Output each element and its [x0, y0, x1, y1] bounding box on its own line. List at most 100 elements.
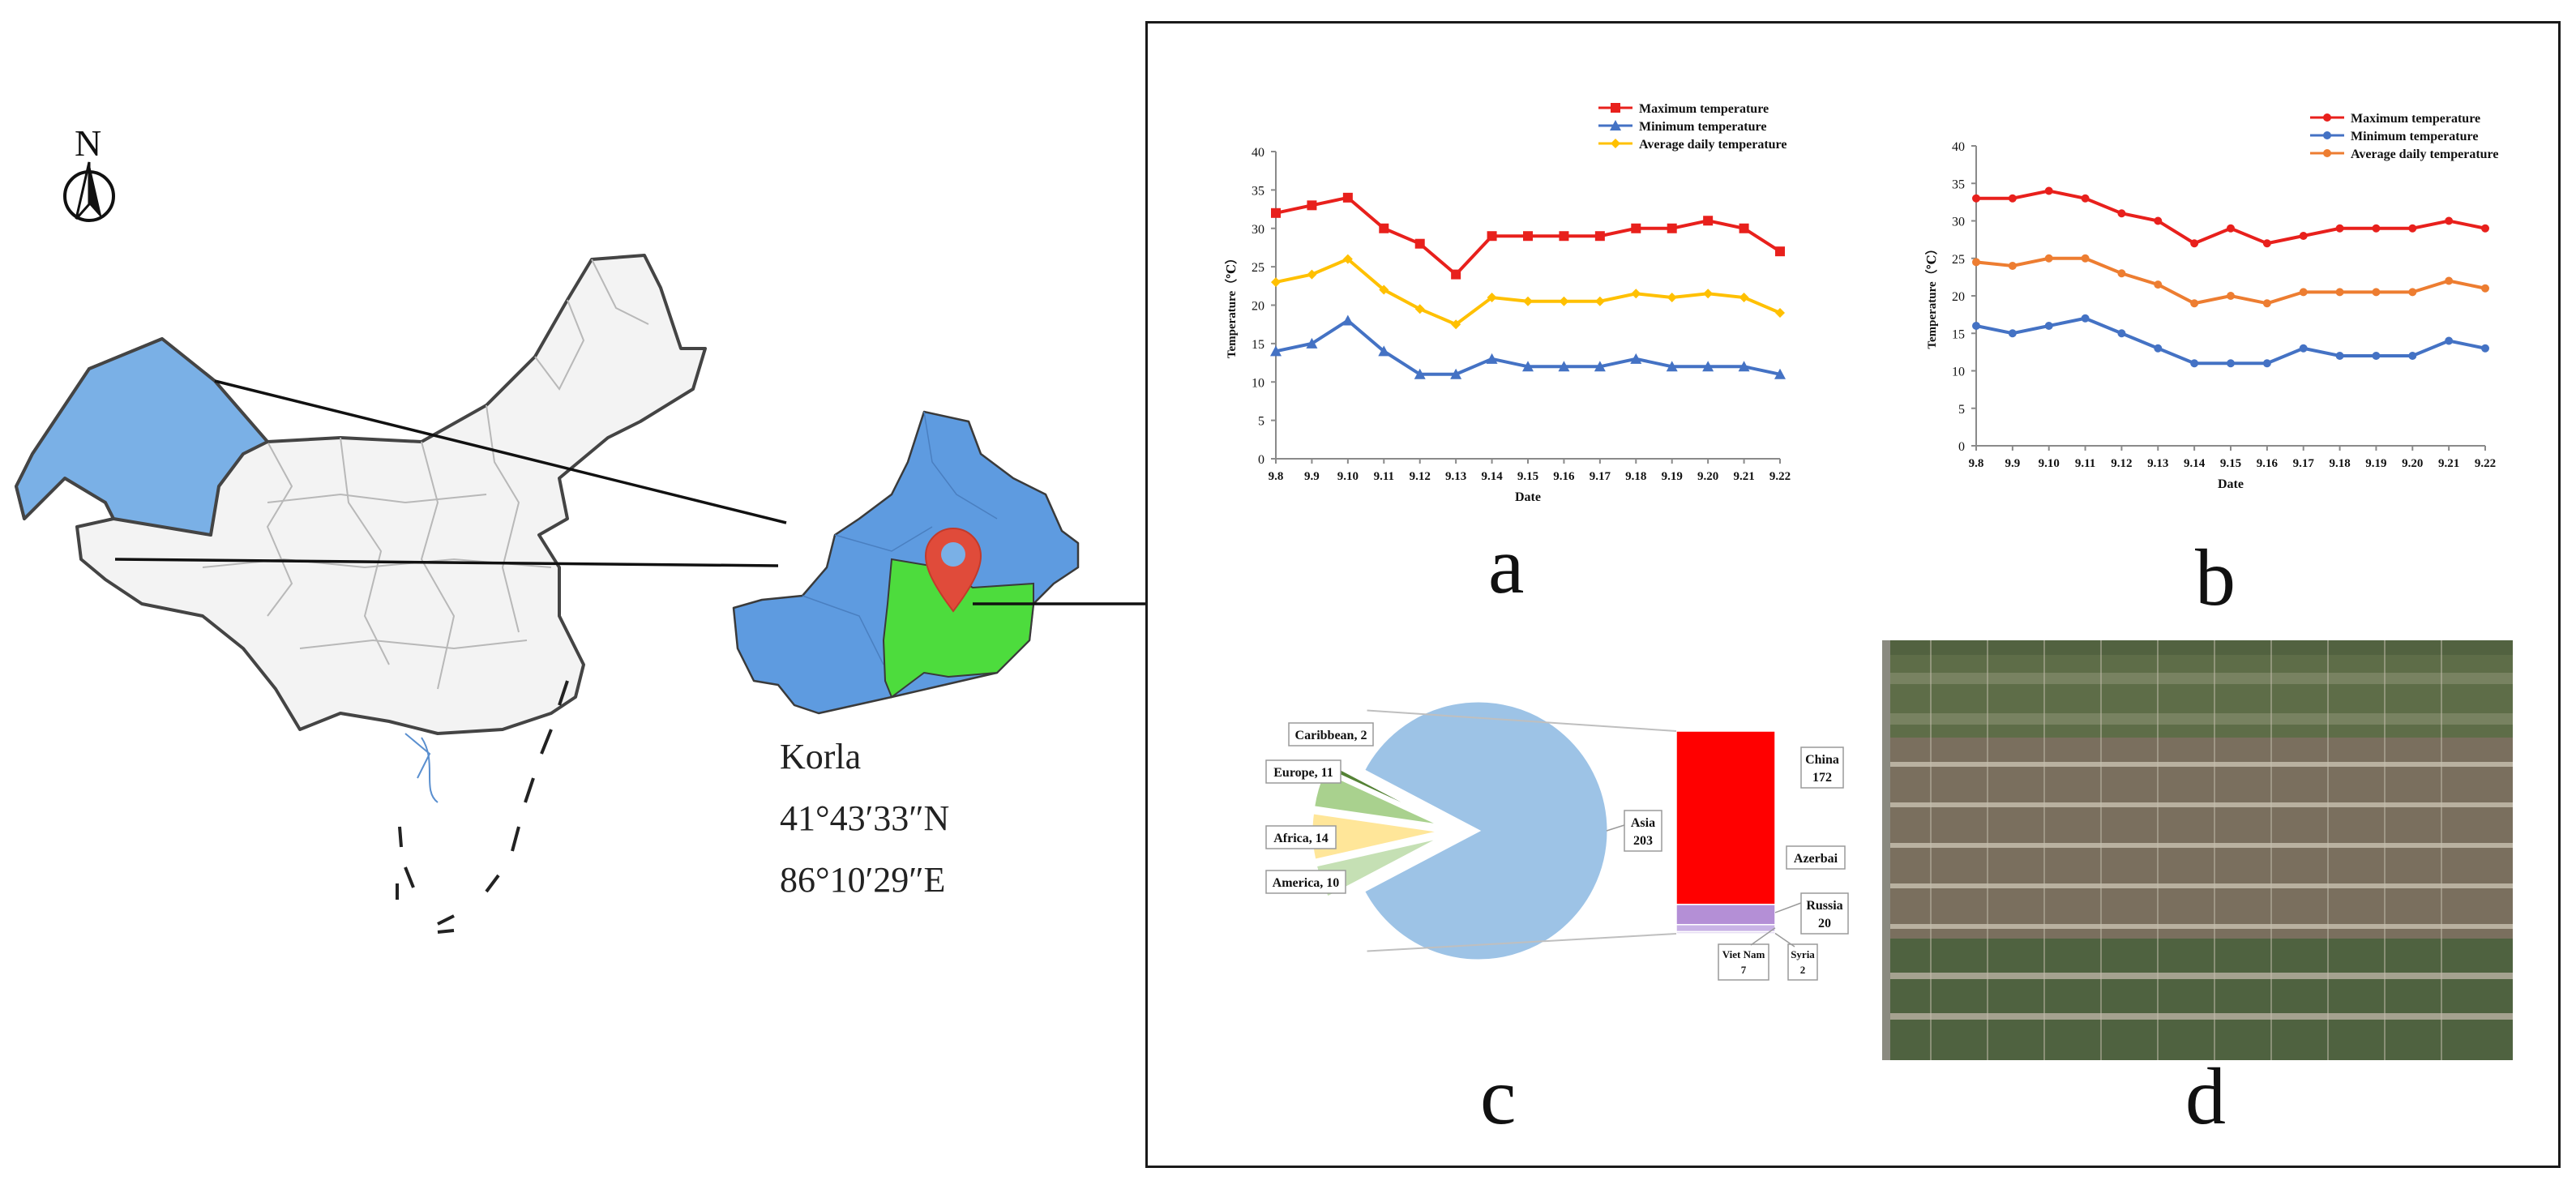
data-point — [2408, 288, 2417, 297]
label-viet-nam-box — [1718, 943, 1769, 981]
data-point — [1594, 361, 1606, 372]
data-point — [2408, 352, 2417, 360]
label-viet-nam-leader — [1750, 927, 1776, 946]
data-point — [2372, 224, 2381, 233]
data-point — [1306, 337, 1318, 349]
label-viet-nam: Viet Nam — [1722, 948, 1765, 960]
x-tick-label: 9.16 — [2257, 457, 2279, 470]
x-tick-label: 9.15 — [2220, 457, 2241, 470]
data-point — [1972, 322, 1980, 330]
x-tick-label: 9.8 — [1969, 457, 1984, 470]
data-point — [2227, 224, 2235, 233]
data-point — [1775, 307, 1785, 318]
label-china: 172 — [1812, 771, 1832, 785]
data-point — [1667, 223, 1677, 233]
data-point — [2190, 299, 2199, 308]
x-tick-label: 9.19 — [2365, 457, 2386, 470]
data-point — [2481, 224, 2489, 233]
location-pin-icon — [924, 528, 982, 613]
data-point — [1523, 296, 1533, 306]
data-point — [2335, 288, 2344, 297]
legend-marker-0 — [1611, 103, 1620, 113]
label-syria: Syria — [1791, 948, 1815, 960]
aerial-field-photo — [1882, 640, 2513, 1060]
x-tick-label: 9.12 — [1410, 470, 1431, 483]
y-tick-label: 10 — [1252, 376, 1264, 390]
data-point — [1559, 231, 1569, 242]
y-tick-label: 35 — [1952, 178, 1965, 191]
label-asia-leader — [1606, 824, 1625, 832]
legend-label-0: Maximum temperature — [2351, 112, 2480, 126]
data-point — [1522, 361, 1534, 372]
chart-b: 0 5 10 15 20 25 30 35 40 9.8 9.9 9.10 9.11 9.12 9.13 9.… — [1924, 112, 2498, 491]
x-axis-title: Date — [1515, 490, 1541, 504]
label-viet-nam: 7 — [1741, 964, 1747, 976]
data-point — [2008, 329, 2017, 338]
panel-label-b: b — [2195, 533, 2236, 622]
x-tick-label: 9.17 — [1590, 470, 1611, 483]
data-point — [2044, 322, 2053, 330]
y-tick-label: 5 — [1258, 415, 1264, 429]
data-point — [2081, 254, 2090, 263]
x-tick-label: 9.8 — [1269, 470, 1284, 483]
data-point — [2262, 359, 2271, 368]
data-point — [2081, 194, 2090, 203]
connector-line-upper — [214, 379, 787, 524]
data-point — [1487, 231, 1497, 242]
y-tick-label: 40 — [1252, 146, 1264, 160]
panel-label-c: c — [1480, 1051, 1517, 1141]
label-azerbai: Azerbai — [1794, 852, 1838, 866]
legend-marker-2 — [1611, 139, 1620, 148]
x-tick-label: 9.14 — [1481, 470, 1503, 483]
data-point — [2190, 239, 2199, 248]
legend-marker-2 — [2323, 149, 2331, 157]
x-tick-label: 9.18 — [1625, 470, 1646, 483]
data-point — [1341, 314, 1354, 326]
data-point — [1739, 293, 1749, 303]
x-tick-label: 9.14 — [2184, 457, 2206, 470]
data-point — [1270, 345, 1282, 357]
y-tick-label: 25 — [1252, 261, 1264, 275]
label-russia-box — [1800, 892, 1849, 935]
breakdown-bar-syria — [1675, 930, 1776, 935]
legend-label-1: Minimum temperature — [2351, 130, 2478, 143]
y-tick-label: 25 — [1952, 253, 1965, 267]
label-syria: 2 — [1800, 964, 1806, 976]
data-point — [1703, 216, 1714, 226]
label-america: America, 10 — [1273, 876, 1340, 890]
data-point — [1739, 223, 1749, 233]
x-tick-label: 9.19 — [1662, 470, 1683, 483]
data-point — [2299, 232, 2308, 240]
data-point — [2044, 186, 2053, 195]
x-tick-label: 9.18 — [2329, 457, 2350, 470]
data-point — [2154, 280, 2163, 289]
x-tick-label: 9.11 — [1374, 470, 1394, 483]
data-point — [2372, 352, 2381, 360]
y-tick-label: 30 — [1252, 223, 1264, 237]
panel-frame — [1145, 21, 2561, 1168]
north-label: N — [75, 122, 102, 164]
data-point — [2408, 224, 2417, 233]
y-tick-label: 5 — [1958, 403, 1965, 417]
label-asia: Asia — [1631, 816, 1655, 830]
label-syria-leader — [1774, 932, 1795, 947]
data-point — [1972, 258, 1980, 267]
legend-label-2: Average daily temperature — [2351, 148, 2498, 161]
label-america-box — [1265, 870, 1346, 894]
data-point — [2445, 276, 2454, 285]
label-caribbean: Caribbean, 2 — [1295, 729, 1367, 742]
data-point — [2481, 284, 2489, 293]
nine-dash-line — [396, 680, 569, 934]
legend-marker-0 — [2323, 113, 2331, 122]
y-tick-label: 30 — [1952, 216, 1965, 229]
chart-a: 0 5 10 15 20 25 30 35 40 9.8 9.9 9.10 9.11 9.12 9.13 9.… — [1224, 102, 1791, 504]
data-point — [1667, 293, 1677, 303]
y-tick-label: 15 — [1252, 338, 1264, 352]
data-point — [1702, 361, 1714, 372]
south-china-sea — [404, 733, 439, 803]
legend-label-0: Maximum temperature — [1639, 102, 1769, 116]
chart-c: Asia 203 Caribbean, 2 Europe, 11 Africa, 14 A… — [1265, 699, 1849, 981]
legend-marker-1 — [2323, 131, 2331, 139]
data-point — [2117, 329, 2126, 338]
x-tick-label: 9.12 — [2111, 457, 2132, 470]
